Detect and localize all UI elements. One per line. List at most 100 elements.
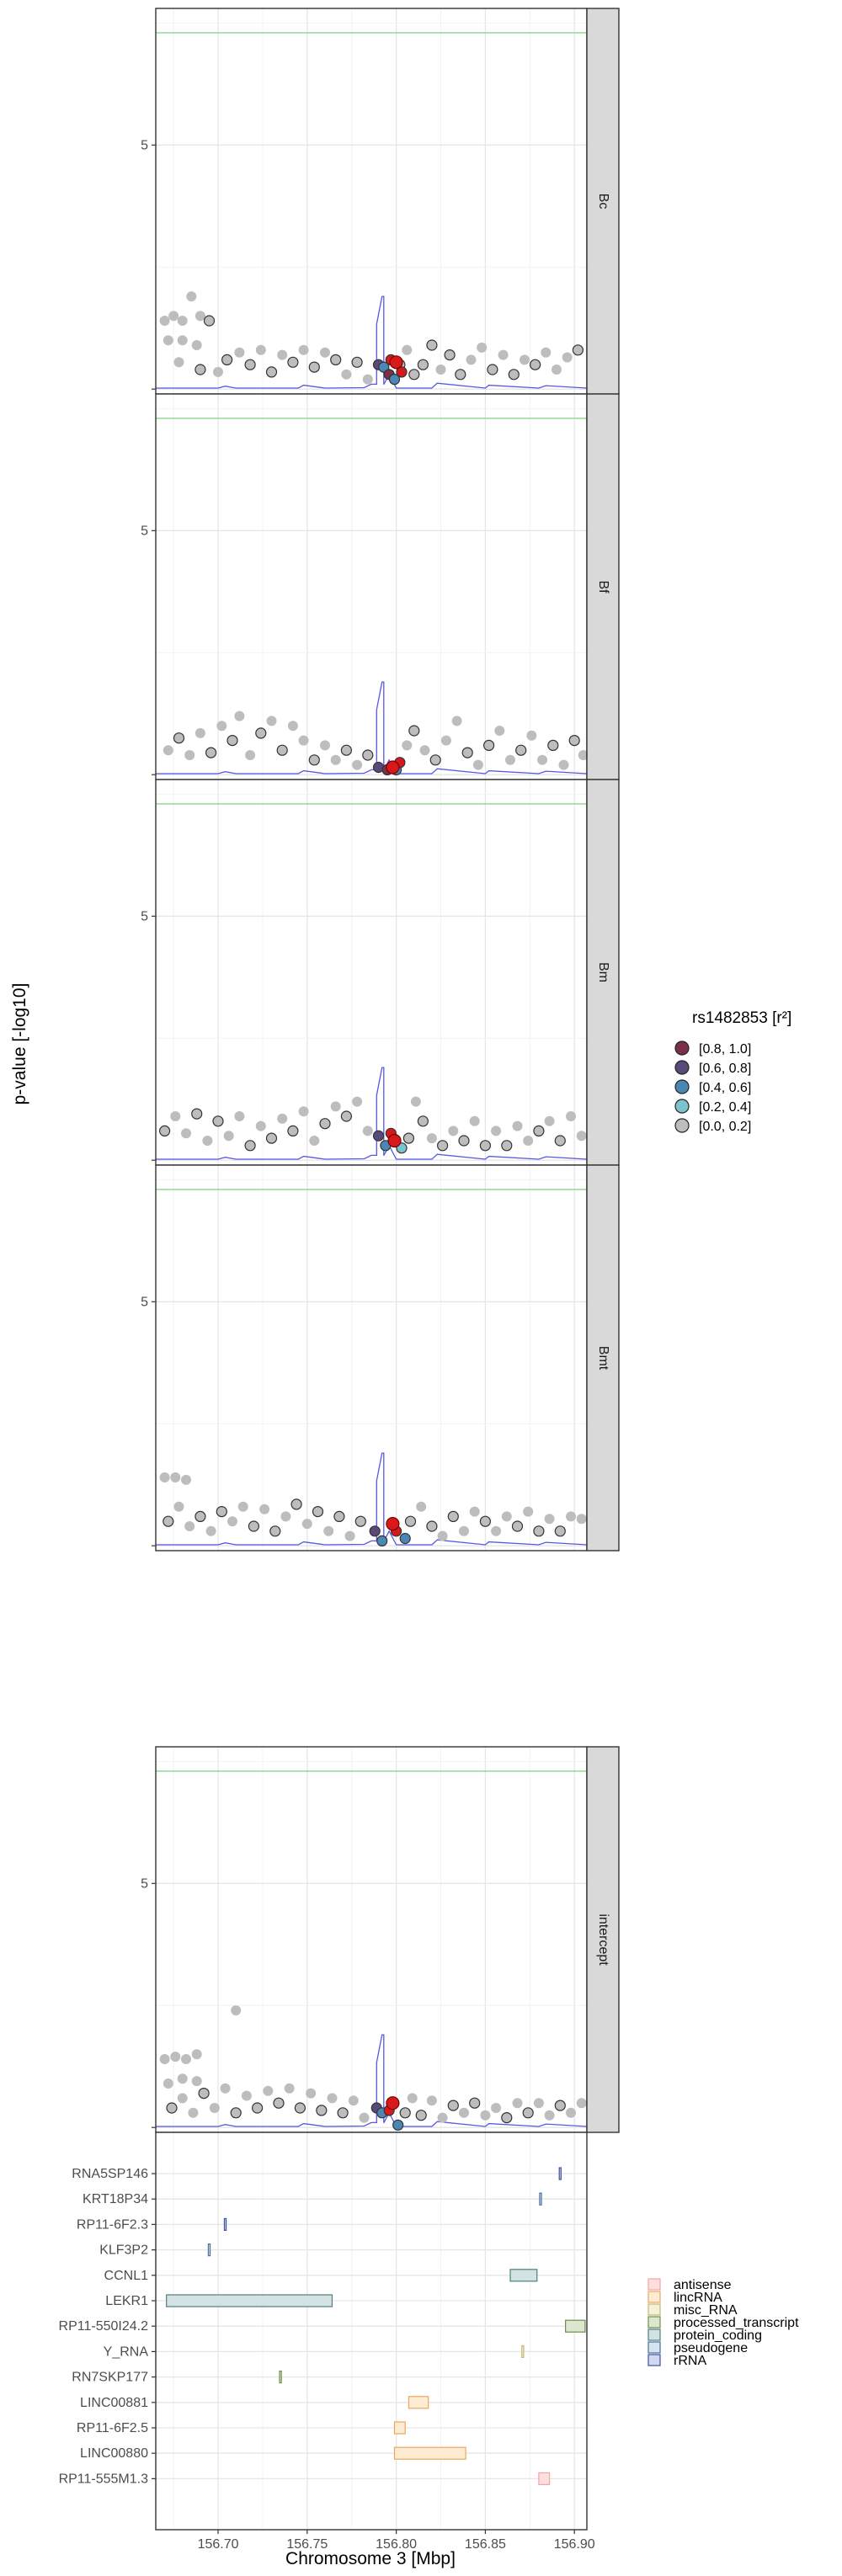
gene-label: RP11-550I24.2 <box>59 2319 149 2334</box>
snp-point <box>265 366 278 378</box>
gene-panel-border <box>155 2132 588 2531</box>
snp-point <box>181 1128 191 1139</box>
snp-point <box>237 1501 248 1512</box>
snp-point <box>487 364 498 375</box>
snp-point <box>402 1132 414 1144</box>
recombination-rate-line <box>156 2034 588 2127</box>
snp-point <box>273 2097 285 2109</box>
snp-point <box>529 359 541 370</box>
snp-point <box>212 1115 224 1127</box>
snp-point <box>284 2083 295 2094</box>
facet-panel-bc: Bc 5 <box>141 8 620 395</box>
snp-point <box>195 1510 206 1523</box>
snp-point <box>205 1525 216 1536</box>
x-tick-label: 156.70 <box>198 2537 239 2552</box>
gene-type-legend-key <box>647 2316 661 2329</box>
gene-label: CCNL1 <box>104 2269 149 2283</box>
panel-background <box>156 8 587 394</box>
gene-bar <box>207 2243 211 2257</box>
snp-point <box>230 2107 242 2119</box>
snp-point <box>323 1525 334 1536</box>
legends: rs1482853 [r²] [0.8, 1.0] [0.6, 0.8] [0.4, … <box>647 1009 799 2368</box>
snp-point <box>244 1140 256 1152</box>
gene-type-legend-label: misc_RNA <box>674 2303 738 2318</box>
snp-point <box>280 1511 291 1522</box>
gene-bar <box>408 2396 429 2409</box>
snp-point <box>544 2110 555 2121</box>
gene-type-legend-label: rRNA <box>674 2354 706 2368</box>
snp-point <box>287 721 298 732</box>
x-tick-label: 156.90 <box>554 2537 595 2552</box>
snp-point <box>186 291 197 302</box>
x-tick-label: 156.85 <box>465 2537 506 2552</box>
gene-bar <box>279 2371 282 2384</box>
snp-point <box>177 335 188 346</box>
snp-point <box>408 725 420 737</box>
snp-point <box>392 2119 404 2131</box>
snp-point <box>477 342 488 353</box>
snp-point <box>166 2102 178 2114</box>
gene-type-legend-key <box>647 2303 661 2316</box>
facet-strip <box>586 8 620 395</box>
snp-point <box>173 732 185 744</box>
snp-point <box>448 1126 459 1136</box>
snp-point <box>163 1515 174 1527</box>
snp-point <box>216 721 227 732</box>
snp-point <box>245 750 256 760</box>
snp-point <box>191 1108 203 1120</box>
gene-type-legend-key <box>647 2291 661 2303</box>
snp-point <box>159 316 170 326</box>
snp-point <box>294 2102 306 2114</box>
gene-label: LINC00880 <box>80 2446 148 2461</box>
gene-type-legend-key <box>647 2341 661 2354</box>
gene-bar <box>166 2294 333 2307</box>
snp-point <box>263 2085 274 2096</box>
facet-strip <box>586 393 620 780</box>
snp-point <box>265 1132 278 1144</box>
y-tick-label: 5 <box>141 138 148 152</box>
snp-point <box>576 2098 587 2109</box>
snp-point <box>512 1120 523 1131</box>
gene-label: LINC00881 <box>80 2396 148 2410</box>
snp-point <box>227 1516 237 1527</box>
gene-label: KRT18P34 <box>83 2192 148 2206</box>
snp-point <box>458 1135 470 1147</box>
ld-legend-title: rs1482853 [r²] <box>692 1009 791 1027</box>
snp-point <box>159 1125 171 1137</box>
snp-point <box>480 2110 491 2121</box>
snp-point <box>491 1126 502 1136</box>
snp-point <box>308 361 320 373</box>
snp-point <box>388 374 401 386</box>
x-tick-label: 156.75 <box>286 2537 328 2552</box>
snp-point <box>298 735 309 746</box>
snp-point <box>552 365 562 375</box>
gene-label: RNA5SP146 <box>72 2167 148 2181</box>
snp-point <box>234 1111 245 1121</box>
snp-point <box>320 740 330 751</box>
snp-point <box>501 1140 513 1152</box>
snp-point <box>523 1136 534 1146</box>
snp-point <box>354 1515 366 1527</box>
snp-point <box>404 1515 417 1527</box>
gene-bar <box>521 2344 525 2358</box>
snp-point <box>479 1515 492 1527</box>
snp-point <box>426 2095 437 2106</box>
snp-point <box>259 1504 270 1514</box>
facet-panel-bf: Bf 5 <box>141 393 620 780</box>
snp-point <box>287 356 299 368</box>
gene-label: RP11-555M1.3 <box>59 2472 149 2486</box>
snp-point <box>469 2097 481 2109</box>
ld-legend-key <box>674 1060 690 1075</box>
snp-point <box>533 2098 544 2109</box>
lead-snp-point <box>386 2096 400 2110</box>
snp-point <box>306 2088 317 2099</box>
lead-snp-point <box>386 1516 400 1531</box>
snp-point <box>378 361 390 373</box>
y-tick-label: 5 <box>141 1295 148 1309</box>
snp-point <box>469 1506 480 1517</box>
snp-point <box>330 354 342 365</box>
snp-point <box>352 1096 363 1107</box>
snp-point <box>198 2088 210 2100</box>
facet-strip-label: Bm <box>596 962 610 982</box>
gene-track: RNA5SP146 KRT18P34 RP11-6F2.3 KLF3P2 CCNL1 LE… <box>59 2132 595 2552</box>
